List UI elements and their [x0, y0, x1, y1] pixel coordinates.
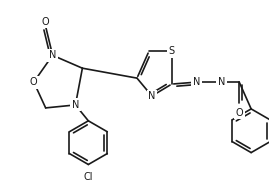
Text: O: O [42, 16, 49, 27]
Text: Cl: Cl [84, 172, 93, 182]
Text: N: N [148, 91, 156, 101]
Text: O: O [30, 77, 38, 87]
Text: O: O [235, 108, 243, 118]
Text: N: N [49, 50, 56, 60]
Text: S: S [169, 46, 175, 56]
Text: N: N [72, 100, 79, 110]
Text: N: N [218, 77, 225, 87]
Text: N: N [193, 77, 200, 87]
